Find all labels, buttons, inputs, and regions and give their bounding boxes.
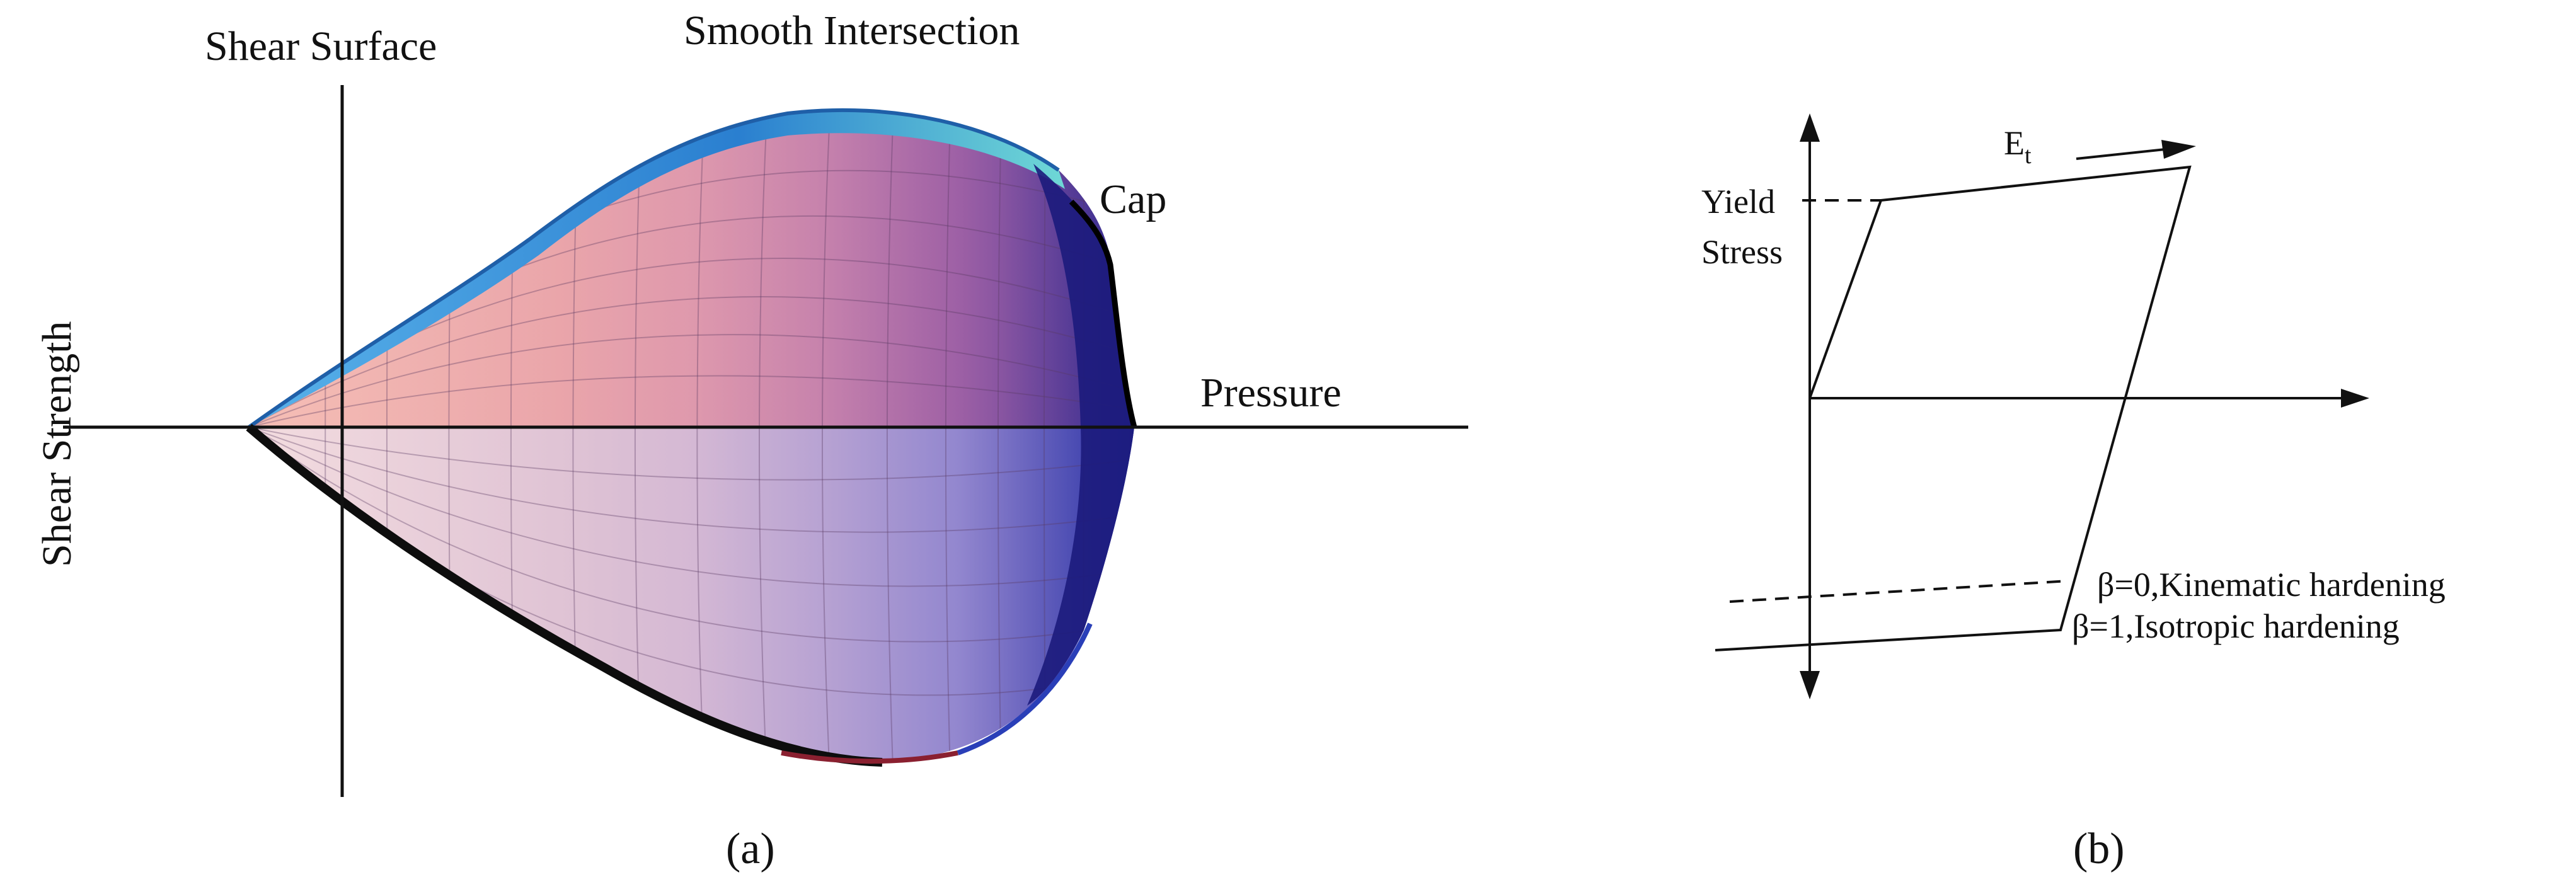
label-beta0: β=0,Kinematic hardening [2097,566,2446,604]
b-right-arrow [2341,389,2369,408]
yield-surface-lower-face [249,427,1134,762]
lower-edge [246,423,883,767]
b-kinematic-dashed [1729,580,2069,603]
label-shear-strength: Shear Strength [34,321,80,567]
b-down-arrow [1800,671,1820,699]
panel-a: Shear Surface Smooth Intersection Cap Pr… [34,8,1468,873]
label-beta1: β=1,Isotropic hardening [2072,607,2400,645]
caption-a: (a) [726,825,775,873]
b-up-arrow [1800,113,1820,142]
b-et-arrow-line [2076,147,2171,160]
label-et: Et [2004,124,2032,169]
label-cap: Cap [1100,176,1166,222]
label-pressure: Pressure [1200,370,1342,416]
upper-rim-edge [248,108,1060,429]
b-loading-path [1715,165,2192,651]
lower-right-blue [957,622,1093,755]
panel-b: Et Yield Stress β=0,Kinematic hardening … [1701,113,2446,873]
caption-b: (b) [2073,825,2125,873]
cap-region [1027,164,1134,706]
label-yield: Yield [1701,183,1775,221]
cap-edge [1069,199,1137,428]
label-shear-surface: Shear Surface [205,23,437,69]
upper-rim [249,110,1065,427]
yield-surface-upper-face [249,110,1134,427]
label-smooth-intersection: Smooth Intersection [684,8,1020,54]
label-stress: Stress [1701,233,1783,271]
lower-rim [781,750,958,764]
b-et-arrow-head [2161,140,2196,159]
